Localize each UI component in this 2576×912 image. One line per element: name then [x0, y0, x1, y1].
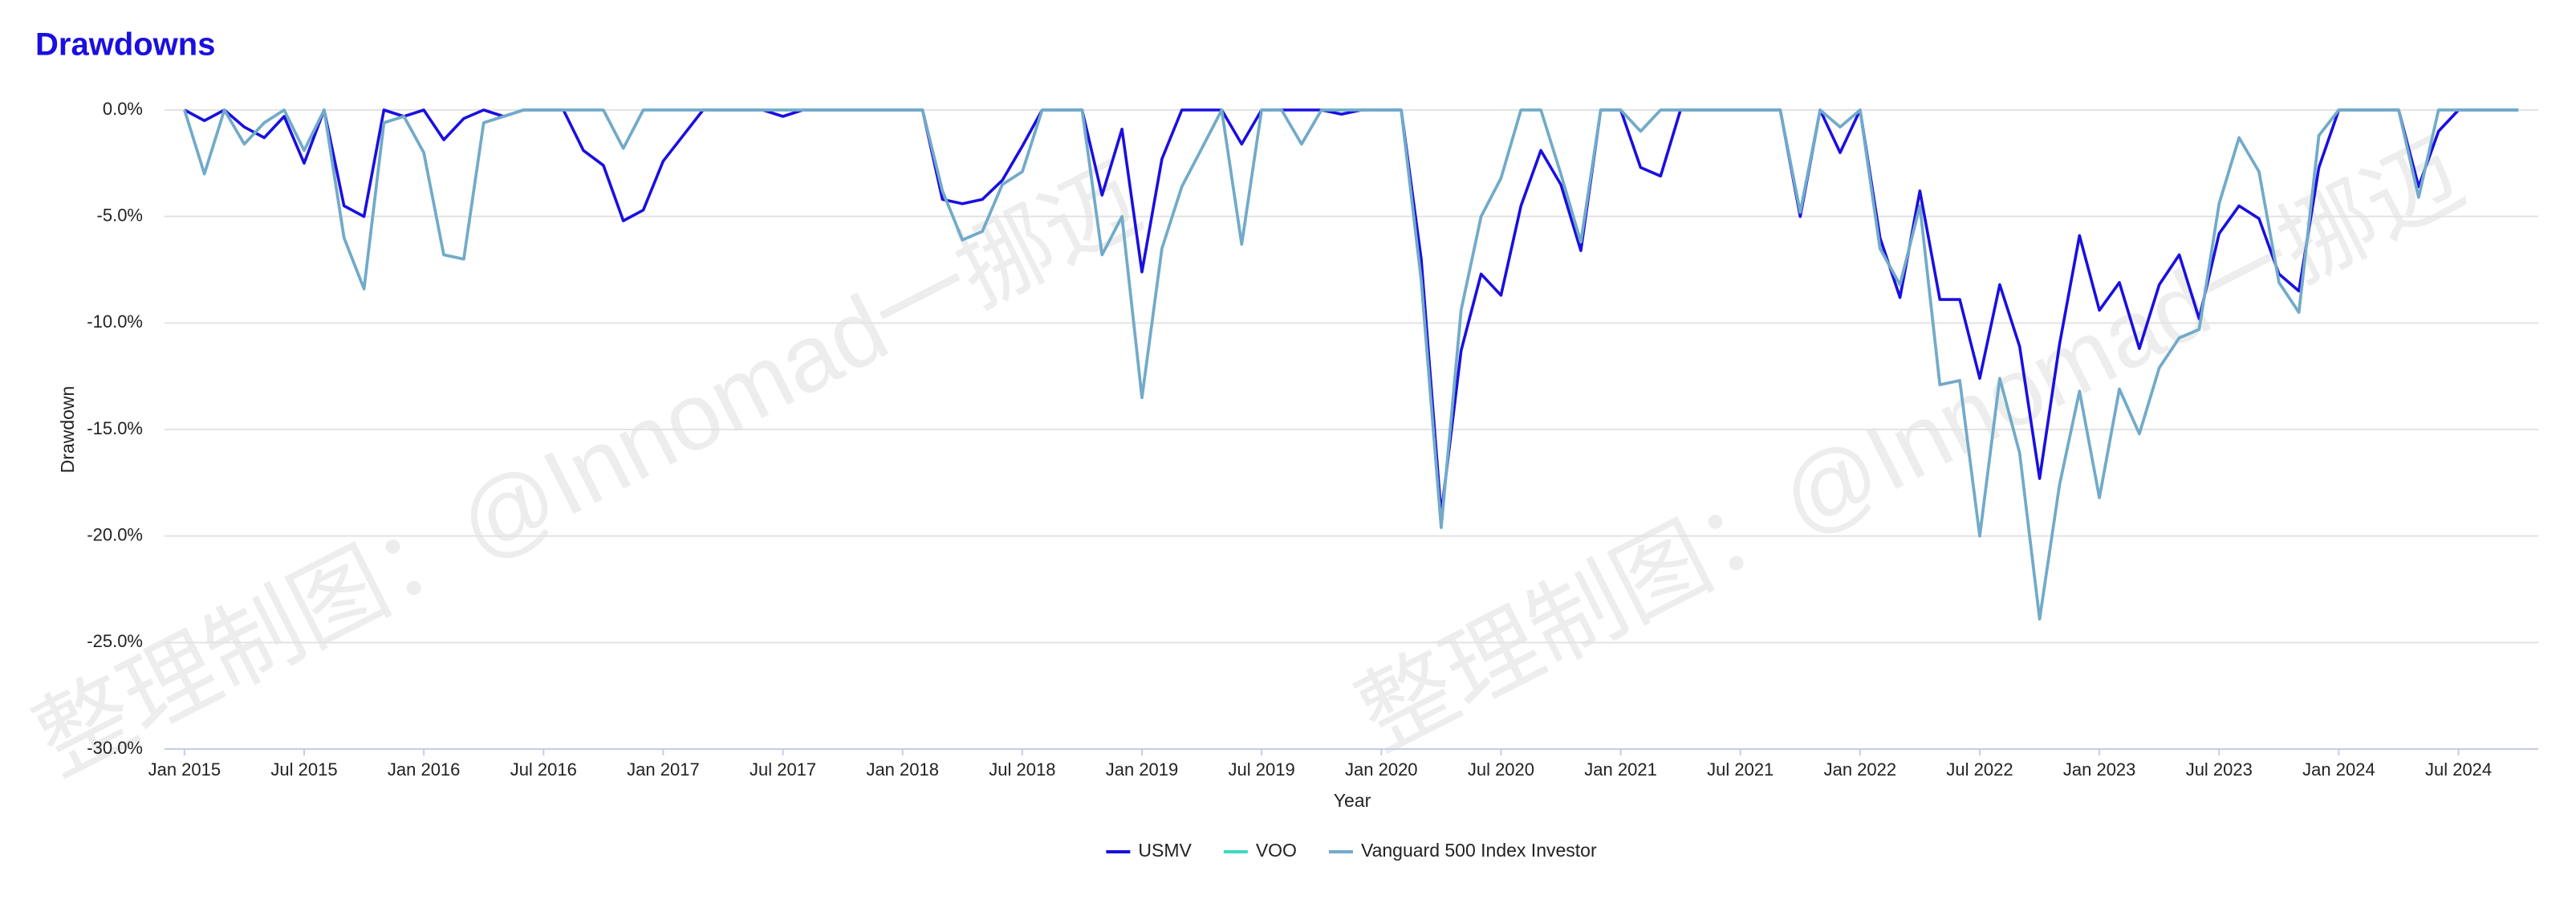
x-tick-label: Jan 2022 [1824, 759, 1897, 780]
legend-label: USMV [1138, 840, 1192, 861]
legend-item: Vanguard 500 Index Investor [1328, 840, 1597, 861]
x-tick-label: Jul 2021 [1707, 759, 1774, 780]
y-tick-label: -20.0% [87, 524, 143, 544]
x-tick-label: Jul 2019 [1229, 759, 1295, 780]
x-tick-label: Jul 2024 [2425, 759, 2492, 780]
watermark: 整理制图：@Innomad一挪迈 [20, 146, 1157, 796]
x-tick-label: Jul 2023 [2186, 759, 2253, 780]
series-line [184, 108, 2519, 516]
y-tick-label: -5.0% [97, 205, 143, 225]
y-tick-label: 0.0% [103, 99, 143, 119]
legend-item: USMV [1106, 840, 1192, 861]
x-tick-label: Jan 2019 [1106, 759, 1179, 780]
legend-label: VOO [1256, 840, 1297, 861]
x-tick-label: Jul 2016 [510, 759, 577, 780]
legend-item: VOO [1223, 840, 1297, 861]
x-tick-label: Jul 2015 [270, 759, 337, 780]
y-tick-label: -10.0% [87, 311, 143, 332]
y-tick-label: -30.0% [87, 738, 143, 758]
x-tick-label: Jul 2020 [1468, 759, 1534, 780]
x-tick-label: Jan 2023 [2063, 759, 2136, 780]
x-tick-label: Jan 2021 [1584, 759, 1657, 780]
y-axis-title: Drawdown [57, 386, 78, 474]
x-tick-label: Jul 2017 [750, 759, 816, 780]
x-tick-label: Jul 2022 [1946, 759, 2013, 780]
x-tick-label: Jan 2015 [148, 759, 221, 780]
x-tick-label: Jan 2024 [2302, 759, 2375, 780]
x-tick-label: Jan 2020 [1345, 759, 1418, 780]
series-line [183, 108, 2519, 621]
y-tick-label: -15.0% [87, 418, 143, 438]
x-tick-label: Jan 2017 [627, 759, 700, 780]
legend: USMV VOO Vanguard 500 Index Investor [1106, 840, 1597, 861]
x-axis-title: Year [1334, 790, 1371, 811]
grid [165, 109, 2538, 750]
y-tick-label: -25.0% [87, 631, 143, 651]
x-tick-label: Jul 2018 [989, 759, 1055, 780]
chart-title: Drawdowns [35, 27, 215, 63]
x-tick-label: Jan 2018 [866, 759, 939, 780]
x-tick-label: Jan 2016 [388, 759, 461, 780]
legend-label: Vanguard 500 Index Investor [1361, 840, 1597, 861]
